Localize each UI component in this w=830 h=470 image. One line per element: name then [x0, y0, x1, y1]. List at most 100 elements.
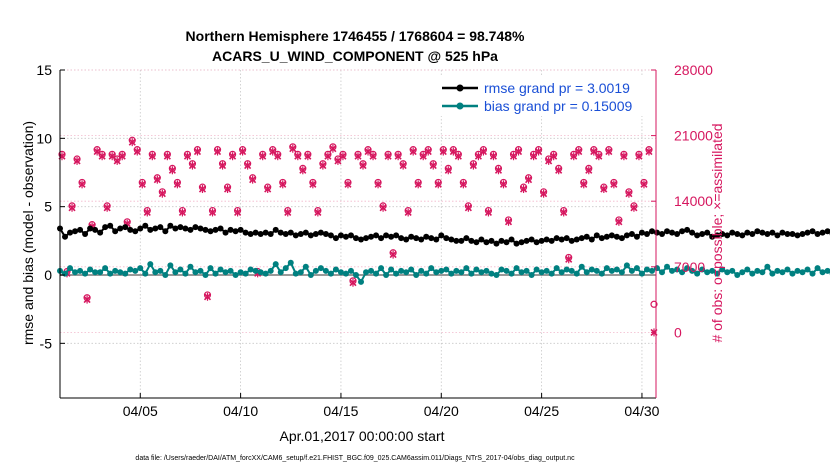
series-point-bias: [824, 267, 830, 274]
series-point-rmse: [413, 235, 420, 242]
series-point-bias: [488, 270, 495, 277]
series-point-bias: [167, 262, 174, 269]
obs-assimilated-point: [600, 185, 608, 194]
series-point-bias: [358, 278, 365, 285]
series-point-bias: [177, 266, 184, 273]
series-point-bias: [679, 269, 686, 276]
series-point-bias: [307, 272, 314, 278]
series-point-rmse: [654, 229, 661, 236]
obs-assimilated-point: [354, 152, 362, 161]
obs-assimilated-point: [459, 180, 467, 189]
series-point-rmse: [669, 229, 676, 236]
obs-assimilated-point: [168, 166, 176, 175]
series-point-bias: [754, 267, 761, 274]
obs-assimilated-point: [439, 147, 447, 156]
series-point-bias: [82, 270, 89, 277]
series-point-bias: [744, 266, 751, 273]
series-point-rmse: [137, 225, 144, 232]
series-point-rmse: [373, 232, 380, 239]
plot-area: [57, 136, 830, 337]
series-point-rmse: [784, 231, 791, 237]
series-point-rmse: [327, 232, 334, 239]
series-point-rmse: [262, 229, 269, 236]
y-tick-label: 15: [36, 62, 52, 78]
series-point-rmse: [162, 228, 169, 235]
series-point-bias: [192, 269, 199, 276]
series-point-rmse: [252, 229, 259, 236]
series-point-rmse: [824, 228, 830, 235]
series-point-bias: [297, 269, 304, 276]
series-point-bias: [719, 266, 726, 273]
obs-assimilated-point: [645, 147, 653, 156]
series-point-bias: [814, 265, 821, 272]
series-point-bias: [533, 266, 540, 273]
series-point-rmse: [679, 228, 686, 235]
series-point-rmse: [72, 228, 79, 235]
obs-assimilated-point: [218, 161, 227, 170]
series-point-bias: [769, 270, 776, 277]
series-point-bias: [67, 265, 74, 272]
series-point-bias: [368, 267, 375, 274]
obs-assimilated-point: [213, 147, 222, 156]
series-point-bias: [393, 270, 400, 277]
series-point-bias: [267, 267, 274, 274]
series-point-rmse: [543, 236, 550, 243]
series-point-bias: [749, 270, 756, 277]
obs-assimilated-point: [389, 250, 397, 259]
obs-assimilated-point: [314, 208, 322, 217]
series-point-rmse: [648, 228, 655, 235]
series-point-bias: [212, 270, 219, 277]
obs-assimilated-point: [274, 152, 282, 161]
series-point-rmse: [122, 224, 129, 231]
series-point-rmse: [513, 240, 520, 247]
series-point-bias: [342, 270, 349, 277]
series-point-rmse: [448, 236, 455, 243]
series-point-rmse: [533, 239, 540, 246]
series-point-bias: [428, 265, 435, 272]
obs-assimilated-point: [118, 152, 126, 161]
series-point-bias: [262, 270, 269, 277]
series-point-rmse: [759, 229, 766, 236]
series-point-bias: [699, 266, 706, 273]
series-point-rmse: [498, 237, 505, 244]
series-point-rmse: [342, 233, 349, 240]
series-point-bias: [593, 267, 600, 274]
series-point-bias: [518, 269, 525, 276]
series-point-rmse: [468, 237, 475, 244]
series-point-rmse: [769, 229, 776, 236]
obs-assimilated-point: [68, 203, 76, 212]
obs-assimilated-point: [193, 147, 202, 156]
obs-assimilated-point: [309, 180, 317, 189]
series-point-rmse: [388, 233, 395, 240]
series-point-bias: [468, 270, 475, 277]
y-tick-label: -5: [40, 335, 53, 351]
series-point-bias: [513, 265, 520, 272]
series-point-bias: [613, 266, 620, 273]
obs-assimilated-point: [409, 147, 417, 156]
x-tick-label: 04/30: [624, 403, 659, 419]
series-point-bias: [463, 265, 470, 272]
series-point-rmse: [212, 226, 219, 233]
series-point-bias: [147, 261, 154, 268]
obs-assimilated-point: [424, 147, 432, 156]
series-point-bias: [388, 266, 395, 273]
obs-assimilated-point: [504, 217, 513, 226]
series-point-rmse: [207, 228, 214, 235]
series-point-rmse: [67, 229, 74, 236]
series-point-bias: [187, 263, 194, 270]
series-point-rmse: [92, 226, 99, 233]
series-point-bias: [257, 269, 264, 276]
series-point-rmse: [613, 233, 620, 240]
series-point-bias: [724, 269, 731, 276]
obs-assimilated-point: [158, 189, 166, 198]
obs-assimilated-point: [454, 152, 462, 161]
obs-assimilated-point: [379, 203, 387, 212]
legend-label-bias: bias grand pr = 0.15009: [484, 98, 632, 114]
obs-possible-point: [650, 300, 658, 308]
series-point-bias: [493, 272, 500, 278]
series-point-bias: [458, 269, 465, 276]
series-point-rmse: [458, 237, 465, 244]
legend-label-rmse: rmse grand pr = 3.0019: [484, 80, 630, 96]
series-point-bias: [142, 270, 149, 277]
series-point-rmse: [488, 237, 495, 244]
